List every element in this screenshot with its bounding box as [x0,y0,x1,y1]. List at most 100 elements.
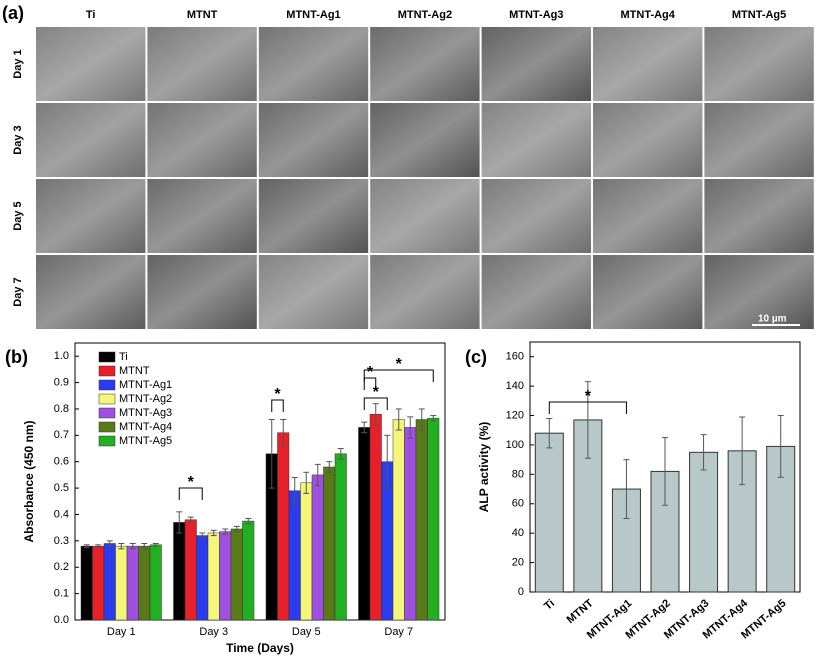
x-tick-label: Day 1 [107,626,136,638]
bar [242,520,255,621]
bar [392,419,405,621]
y-tick-label: 80 [512,468,524,480]
significance-label: * [585,388,592,405]
legend-swatch [98,407,116,419]
column-label: MTNT-Ag4 [621,9,676,21]
bar [207,532,220,621]
legend-label: MTNT-Ag5 [119,435,172,447]
column-label: MTNT-Ag2 [398,9,452,21]
y-tick-label: 60 [512,498,524,510]
row-label: Day 7 [12,277,24,306]
panel-label: (c) [465,347,487,367]
significance-bracket [363,397,388,410]
column-label: MTNT-Ag5 [732,9,786,21]
y-tick-label: 0.2 [54,561,69,573]
x-tick-label: MTNT [565,597,596,626]
bar [80,545,93,621]
sem-image [481,255,591,329]
sem-image [36,27,146,101]
column-label: MTNT-Ag1 [286,9,340,21]
sem-image [36,179,146,253]
bar [138,545,151,621]
y-tick-label: 140 [506,380,524,392]
bar [103,543,116,621]
sem-image [147,103,257,177]
bar [300,482,313,621]
sem-image [593,27,703,101]
bar [689,451,719,593]
y-tick-label: 0 [518,586,524,598]
bar [184,519,197,621]
significance-label: * [367,364,374,381]
sem-image [593,103,703,177]
bar [334,453,347,621]
x-tick-label: Ti [542,597,557,612]
row-label: Day 3 [12,125,24,154]
y-axis-label: ALP activity (%) [477,422,491,512]
sem-image [370,255,480,329]
x-axis-label: Time (Days) [226,641,294,655]
y-tick-label: 120 [506,409,524,421]
y-tick-label: 0.7 [54,429,69,441]
bar [92,545,105,621]
panel-label: (b) [5,347,28,367]
sem-image [258,27,369,101]
y-axis-label: Absorbance (450 nm) [22,420,36,542]
legend-swatch [98,351,116,363]
sem-image [481,27,591,101]
significance-label: * [373,384,380,401]
column-label: MTNT-Ag3 [509,9,563,21]
bar [311,474,324,621]
sem-image [704,255,814,329]
bar [196,535,209,621]
significance-bracket [548,401,627,414]
sem-grid [36,27,814,329]
row-label: Day 5 [12,201,24,230]
significance-label: * [274,386,281,403]
bar [427,417,440,621]
bar [404,427,417,621]
y-tick-label: 20 [512,556,524,568]
sem-image [36,255,146,329]
x-tick-label: Day 5 [292,626,321,638]
y-tick-label: 0.9 [54,376,69,388]
sem-image [704,27,814,101]
significance-bracket [271,399,284,412]
bar [173,522,186,621]
y-tick-label: 0.1 [54,588,69,600]
x-tick-label: Day 3 [199,626,228,638]
legend-label: MTNT-Ag3 [119,407,172,419]
plot-frame [74,342,446,621]
legend-swatch [98,393,116,405]
significance-bracket [363,369,434,382]
legend-label: MTNT-Ag4 [119,421,172,433]
bar [219,531,232,621]
y-tick-label: 100 [506,439,524,451]
sem-image [593,255,703,329]
y-tick-label: 0.5 [54,482,69,494]
significance-bracket [363,377,377,390]
sem-image [258,179,369,253]
bar [126,545,139,621]
legend-label: MTNT [119,365,150,377]
scale-bar-label: 10 µm [758,314,787,325]
legend-label: Ti [119,351,128,363]
legend-swatch [98,435,116,447]
bar [230,528,243,621]
bar [277,432,290,621]
bar [149,544,162,621]
bar [323,466,336,621]
y-tick-label: 0.8 [54,403,69,415]
sem-image [593,179,703,253]
legend-label: MTNT-Ag2 [119,393,172,405]
sem-image [147,255,257,329]
y-tick-label: 0.4 [54,508,69,520]
y-tick-label: 160 [506,351,524,363]
sem-image [704,179,814,253]
y-tick-label: 0.3 [54,535,69,547]
bar [415,419,428,621]
sem-image [258,255,369,329]
column-label: MTNT [187,9,218,21]
